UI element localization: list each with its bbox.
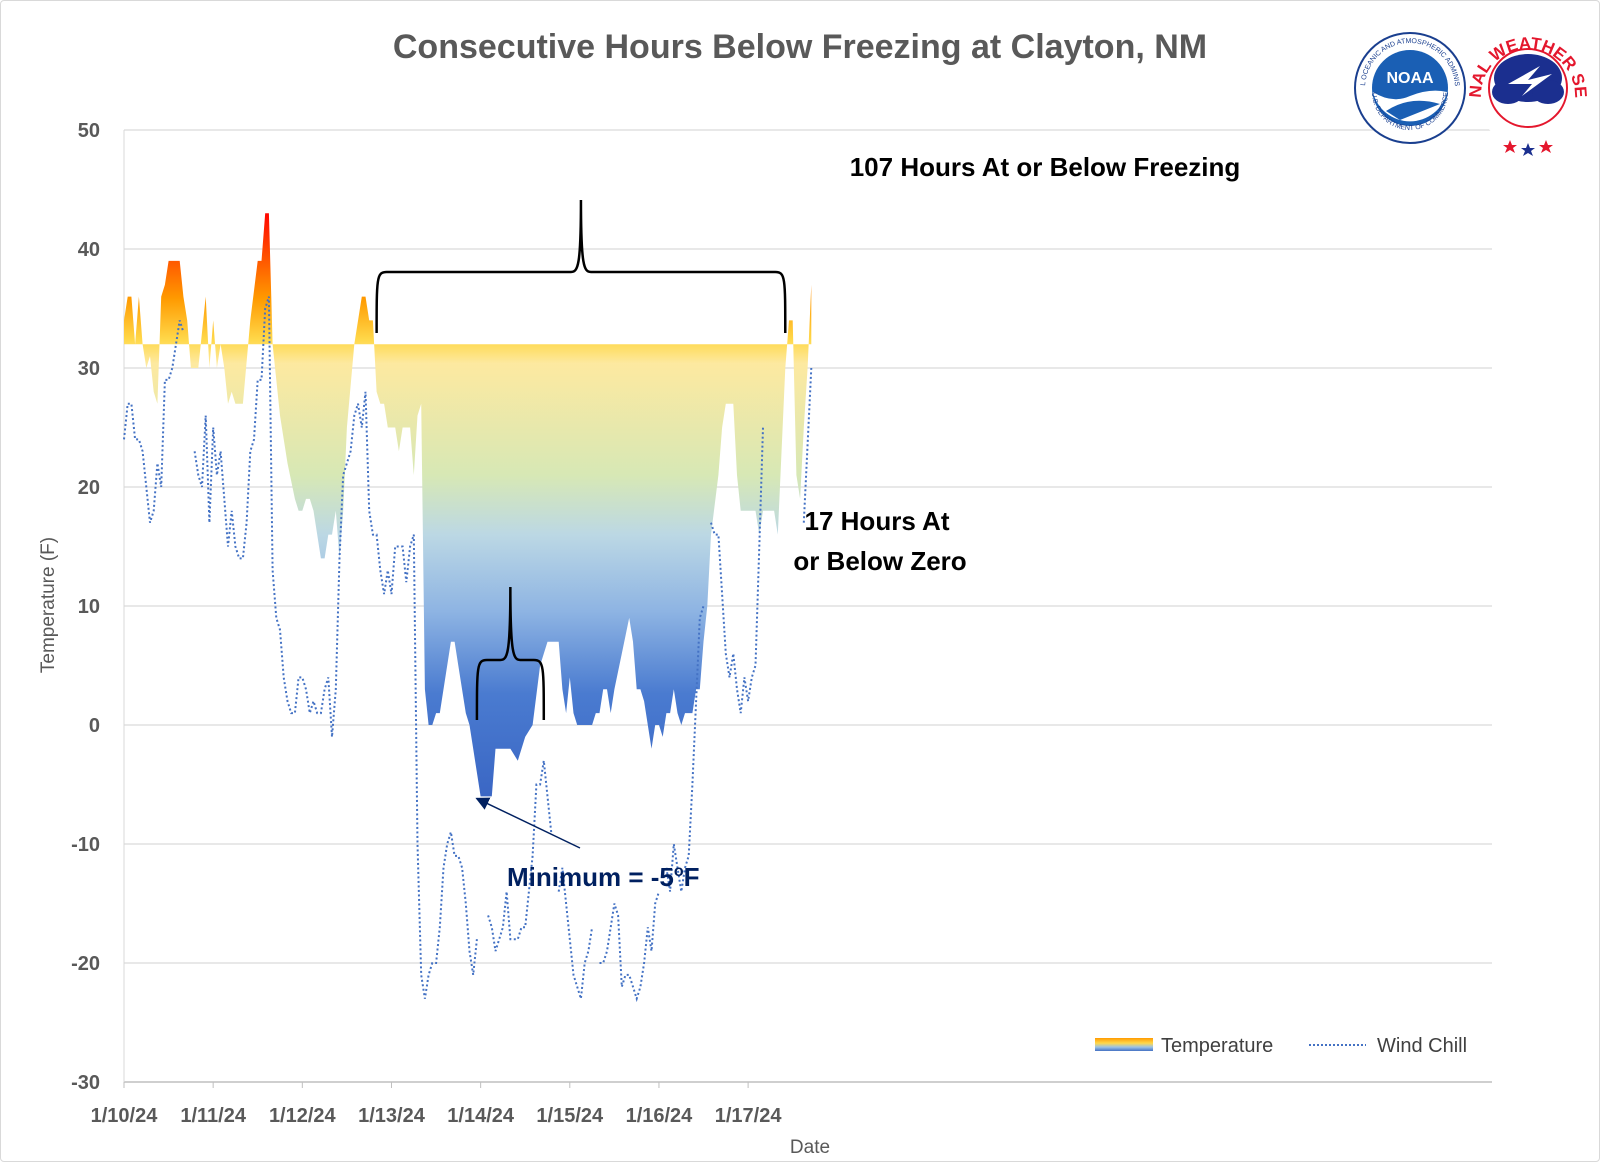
wind-chill-line [557, 867, 594, 999]
y-tick-label: 40 [78, 239, 100, 261]
y-tick-label: 20 [78, 477, 100, 499]
legend-swatch-temperature [1095, 1038, 1153, 1051]
x-tick-label: 1/10/24 [91, 1105, 159, 1127]
x-axis-label: Date [790, 1137, 830, 1158]
legend: Temperature Wind Chill [1095, 1035, 1467, 1057]
wind-chill-line [802, 367, 813, 523]
y-tick-label: 10 [78, 596, 100, 618]
wind-chill-line [123, 320, 185, 523]
y-tick-label: -20 [71, 953, 100, 975]
minimum-label: Minimum = -5oF [507, 862, 700, 892]
y-tick-label: 0 [89, 715, 100, 737]
legend-label-wind-chill: Wind Chill [1377, 1035, 1467, 1057]
x-tick-label: 1/13/24 [358, 1105, 426, 1127]
x-tick-label: 1/16/24 [626, 1105, 694, 1127]
x-tick-label: 1/17/24 [715, 1105, 783, 1127]
chart-title: Consecutive Hours Below Freezing at Clay… [393, 28, 1207, 66]
svg-text:NOAA: NOAA [1386, 70, 1434, 87]
legend-label-temperature: Temperature [1161, 1035, 1273, 1057]
noaa-logo: NOAA NATIONAL OCEANIC AND ATMOSPHERIC AD… [0, 0, 1466, 144]
y-axis-label: Temperature (F) [38, 537, 59, 673]
short-span-label-line1: 17 Hours At [805, 506, 950, 536]
wind-chill-line [193, 296, 478, 999]
long-span-label: 107 Hours At or Below Freezing [850, 152, 1241, 182]
temperature-area [124, 213, 812, 797]
wind-chill-line [665, 605, 705, 892]
wind-chill-line [710, 427, 764, 714]
x-tick-label: 1/14/24 [447, 1105, 515, 1127]
minimum-arrow [475, 797, 581, 849]
gridlines [124, 129, 1492, 964]
x-tick-label: 1/15/24 [536, 1105, 604, 1127]
y-tick-label: -30 [71, 1072, 100, 1094]
nws-logo: NATIONAL WEATHER SERVICE [0, 0, 1590, 156]
x-tick-label: 1/12/24 [269, 1105, 337, 1127]
long-span-bracket [375, 199, 787, 334]
wind-chill-line [599, 891, 660, 1003]
y-tick-labels: 50 40 30 20 10 0 -10 -20 -30 [71, 120, 100, 1094]
x-tick-labels: 1/10/24 1/11/24 1/12/24 1/13/24 1/14/24 1/15/… [91, 1082, 783, 1127]
y-tick-label: 50 [78, 120, 100, 142]
wind-chill-line [487, 760, 553, 952]
wind-chill-series [123, 296, 813, 1003]
short-span-label-line2: or Below Zero [793, 546, 966, 576]
y-tick-label: -10 [71, 834, 100, 856]
y-tick-label: 30 [78, 358, 100, 380]
short-span-bracket [475, 586, 546, 721]
x-tick-label: 1/11/24 [180, 1105, 247, 1127]
